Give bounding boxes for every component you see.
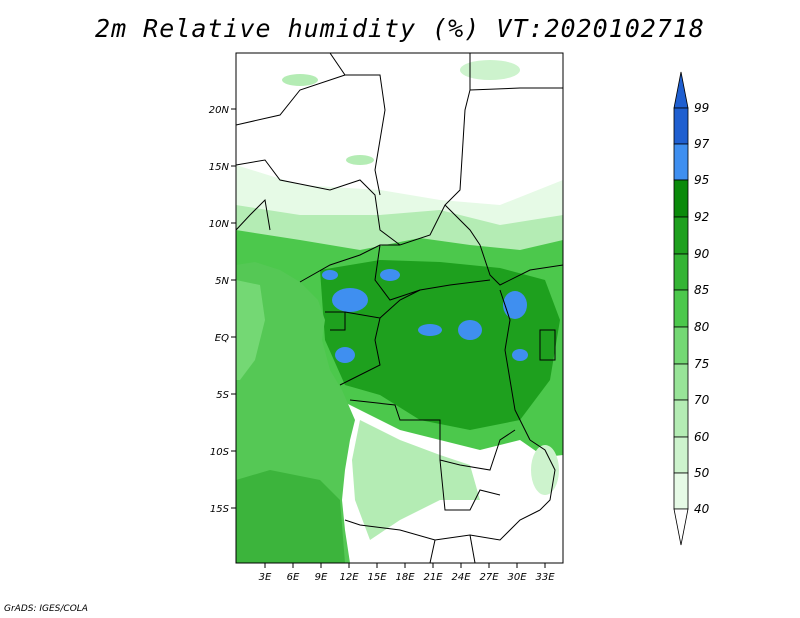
grads-credit: GrADS: IGES/COLA (4, 604, 88, 614)
colorbar-segment-90 (673, 216, 689, 255)
lat-label-20n: 20N (209, 105, 230, 116)
saturated-patch-1 (332, 288, 368, 312)
saturated-patch-3 (380, 269, 400, 281)
colorbar-segment-40 (673, 472, 689, 510)
border-line-16 (539, 329, 556, 361)
lat-label-5n: 5N (215, 276, 229, 287)
colorbar-label-80: 80 (694, 320, 710, 334)
colorbar-segment-85 (673, 253, 689, 291)
colorbar-segment-95 (673, 143, 689, 181)
colorbar-label-95: 95 (694, 173, 709, 187)
lon-label-24e: 24E (451, 572, 471, 583)
lon-label-15e: 15E (367, 572, 387, 583)
saturated-patch-4 (418, 324, 442, 336)
colorbar-label-75: 75 (694, 357, 709, 371)
longitude-axis: 3E 6E 9E 12E 15E 18E 21E 24E 27E 30E 33E (259, 563, 555, 583)
border-line-15 (529, 439, 556, 511)
border-line-9 (339, 311, 381, 386)
lon-label-6e: 6E (287, 572, 300, 583)
lat-label-eq: EQ (215, 333, 229, 344)
border-line-6 (299, 244, 400, 283)
border-line-8 (325, 311, 346, 331)
atlantic-ocean-deep (236, 470, 345, 563)
south-light-green (352, 420, 480, 540)
lat-label-15n: 15N (209, 162, 230, 173)
lon-label-27e: 27E (479, 572, 499, 583)
north-speck-2 (460, 60, 520, 80)
colorbar: 99 97 95 92 90 85 80 75 70 60 50 40 (673, 71, 710, 546)
border-line-1 (236, 53, 471, 246)
latitude-axis: 20N 15N 10N 5N EQ 5S 10S 15S (209, 105, 236, 515)
border-line-3 (236, 74, 346, 126)
colorbar-segment-75 (673, 326, 689, 365)
colorbar-top-arrow (673, 71, 689, 109)
country-borders (236, 53, 563, 563)
colorbar-label-99: 99 (694, 101, 709, 115)
border-line-4 (469, 87, 563, 91)
border-line-7 (374, 244, 491, 301)
lat-label-5s: 5S (216, 390, 229, 401)
saturated-patch-7 (512, 349, 528, 361)
colorbar-label-90: 90 (694, 247, 710, 261)
colorbar-label-92: 92 (694, 210, 709, 224)
central-very-wet-belt (320, 260, 560, 430)
lon-label-12e: 12E (339, 572, 359, 583)
humidity-field (236, 53, 563, 563)
colorbar-label-60: 60 (694, 430, 710, 444)
atlantic-ocean-light (236, 280, 265, 380)
saturated-patch-6 (503, 291, 527, 319)
colorbar-label-85: 85 (694, 283, 709, 297)
colorbar-segment-60 (673, 399, 689, 438)
colorbar-segment-70 (673, 363, 689, 401)
lat-label-15s: 15S (210, 504, 230, 515)
saturated-patch-8 (322, 270, 338, 280)
colorbar-label-97: 97 (694, 137, 710, 151)
lon-label-9e: 9E (315, 572, 328, 583)
border-line-11 (499, 289, 531, 441)
colorbar-label-70: 70 (694, 393, 710, 407)
colorbar-segment-92 (673, 179, 689, 218)
border-line-10 (379, 289, 421, 319)
map-frame (235, 52, 564, 564)
border-line-14 (344, 509, 541, 541)
colorbar-segment-80 (673, 289, 689, 328)
lon-label-33e: 33E (535, 572, 555, 583)
lon-label-3e: 3E (259, 572, 272, 583)
lon-label-18e: 18E (395, 572, 415, 583)
saturated-patch-2 (335, 347, 355, 363)
north-speck-1 (282, 74, 318, 86)
south-east-speck (531, 445, 559, 495)
lon-label-30e: 30E (507, 572, 527, 583)
border-line-18 (469, 534, 476, 563)
colorbar-segment-50 (673, 436, 689, 474)
colorbar-label-40: 40 (694, 502, 710, 516)
border-line-17 (236, 198, 271, 231)
lon-label-21e: 21E (423, 572, 443, 583)
lat-label-10n: 10N (209, 219, 230, 230)
border-line-2 (329, 53, 386, 196)
lat-label-10s: 10S (210, 447, 230, 458)
colorbar-bottom-arrow (673, 508, 689, 546)
border-line-5 (444, 204, 563, 286)
colorbar-label-50: 50 (694, 466, 710, 480)
border-line-13 (439, 459, 501, 511)
border-line-19 (429, 539, 436, 563)
saturated-patch-5 (458, 320, 482, 340)
map-title: 2m Relative humidity (%) VT:2020102718 (95, 14, 705, 43)
colorbar-segment-97 (673, 107, 689, 145)
north-speck-3 (346, 155, 374, 165)
